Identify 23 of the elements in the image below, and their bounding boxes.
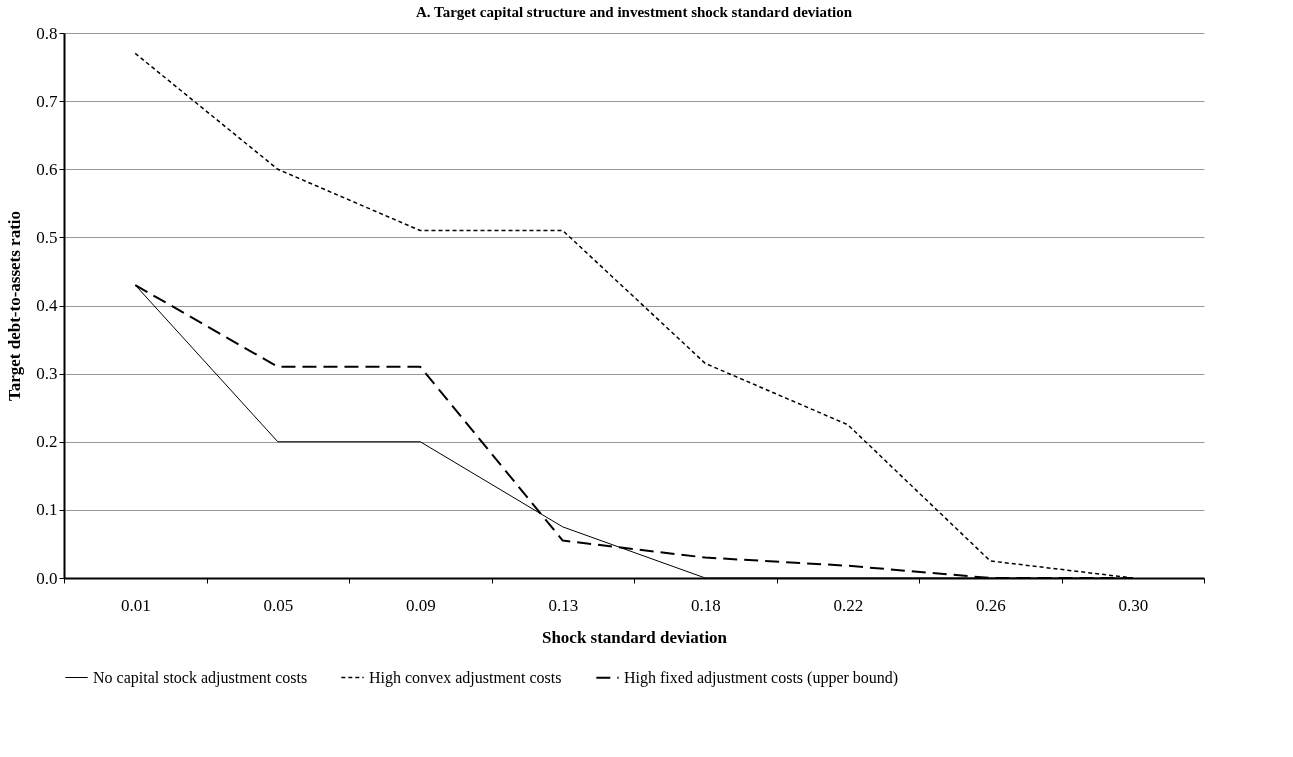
x-tick-label: 0.30 (1118, 595, 1149, 615)
y-tick-label: 0.3 (36, 364, 58, 384)
x-axis-title: Shock standard deviation (541, 627, 728, 647)
y-tick-label: 0.1 (36, 500, 58, 520)
x-tick-label: 0.09 (405, 595, 436, 615)
x-tick-label: 0.13 (548, 595, 579, 615)
y-tick-label: 0.5 (36, 227, 58, 247)
legend-label: High convex adjustment costs (369, 668, 562, 687)
y-tick-label: 0.8 (36, 23, 58, 43)
y-tick-label: 0.7 (36, 91, 58, 111)
x-tick-label: 0.01 (120, 595, 151, 615)
y-tick-label: 0.0 (36, 568, 58, 588)
x-tick-label: 0.22 (833, 595, 864, 615)
y-axis-title: Target debt-to-assets ratio (5, 210, 25, 402)
legend-label: No capital stock adjustment costs (93, 668, 308, 687)
x-tick-label: 0.05 (263, 595, 294, 615)
x-tick-label: 0.18 (690, 595, 721, 615)
chart-title: A. Target capital structure and investment shock standard deviation (416, 4, 853, 20)
y-tick-label: 0.6 (36, 159, 58, 179)
y-tick-label: 0.4 (36, 296, 58, 315)
y-tick-label: 0.2 (36, 432, 58, 452)
legend-label: High fixed adjustment costs (upper bound) (624, 668, 899, 687)
x-tick-label: 0.26 (975, 595, 1006, 615)
